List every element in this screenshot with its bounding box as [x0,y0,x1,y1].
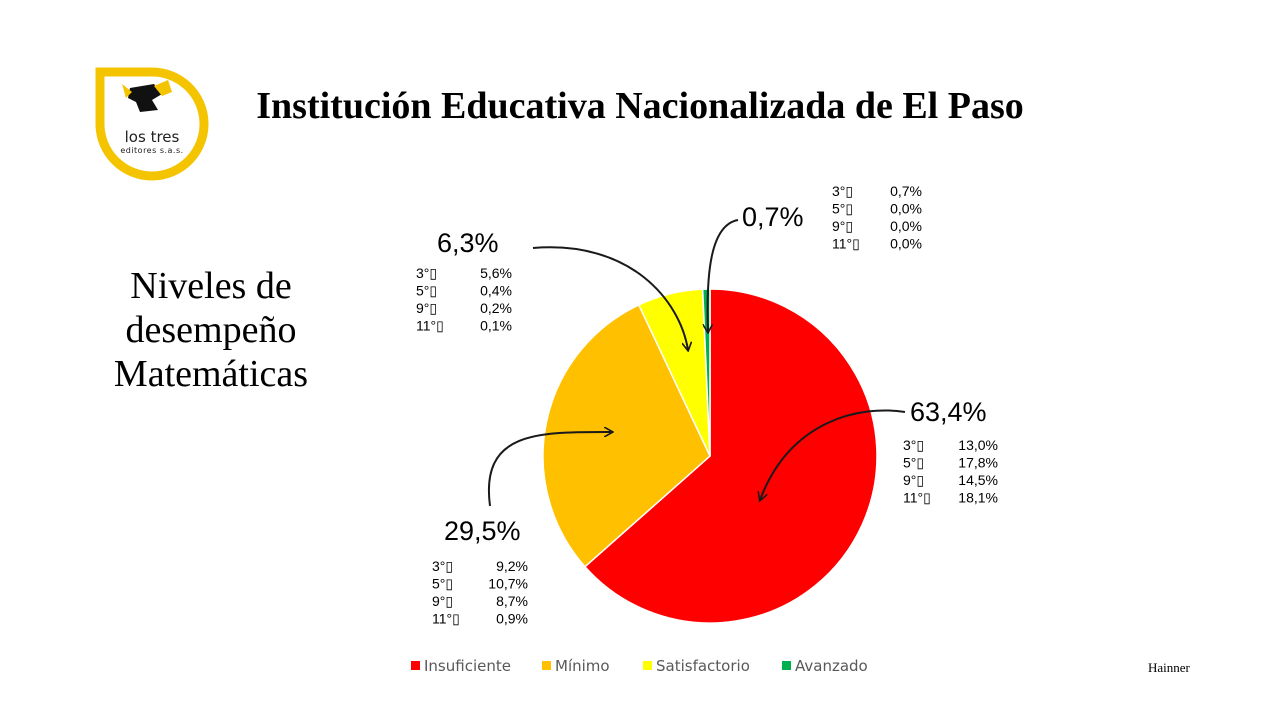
breakdown-grade-avanzado: 9°▯ [832,218,853,234]
slice-label-satisfactorio: 6,3% [437,228,499,258]
breakdown-value-avanzado: 0,0% [890,218,922,234]
legend-swatch-insuficiente [411,661,420,670]
breakdown-value-minimo: 9,2% [496,558,528,574]
breakdown-value-satisfactorio: 0,1% [480,318,512,334]
breakdown-value-satisfactorio: 0,2% [480,300,512,316]
breakdown-grade-insuficiente: 3°▯ [903,437,924,453]
breakdown-value-insuficiente: 14,5% [958,472,998,488]
slice-label-avanzado: 0,7% [742,202,804,232]
breakdown-grade-satisfactorio: 9°▯ [416,300,437,316]
breakdown-grade-minimo: 9°▯ [432,593,453,609]
author-credit: Hainner [1148,660,1190,675]
logo-name: los tres [124,128,180,146]
pie-slice-insuficiente [583,288,878,624]
breakdown-value-avanzado: 0,7% [890,183,922,199]
breakdown-grade-avanzado: 3°▯ [832,183,853,199]
breakdown-grade-minimo: 5°▯ [432,576,453,592]
breakdown-grade-avanzado: 5°▯ [832,201,853,217]
breakdown-grade-insuficiente: 5°▯ [903,455,924,471]
callout-arrow-satisfactorio [532,246,688,350]
breakdown-value-insuficiente: 17,8% [958,455,998,471]
legend-swatch-minimo [542,661,551,670]
callout-arrow-insuficiente [760,409,906,500]
chart-subtitle: Niveles de desempeño Matemáticas [113,265,309,395]
breakdown-value-minimo: 8,7% [496,593,528,609]
callout-arrow-avanzado [708,219,739,332]
breakdown-grade-avanzado: 11°▯ [832,236,860,252]
breakdown-value-satisfactorio: 5,6% [480,265,512,281]
breakdown-grade-satisfactorio: 3°▯ [416,265,437,281]
brand-logo: los tres editores s.a.s. [92,62,212,182]
breakdown-value-satisfactorio: 0,4% [480,283,512,299]
breakdown-value-insuficiente: 13,0% [958,437,998,453]
breakdown-value-minimo: 10,7% [488,576,528,592]
breakdown-value-minimo: 0,9% [496,611,528,627]
page-title: Institución Educativa Nacionalizada de E… [256,85,1024,127]
breakdown-value-avanzado: 0,0% [890,201,922,217]
slice-label-insuficiente: 63,4% [910,397,987,427]
breakdown-grade-minimo: 3°▯ [432,558,453,574]
breakdown-grade-minimo: 11°▯ [432,611,460,627]
legend-label-insuficiente: Insuficiente [424,657,511,675]
logo-tagline: editores s.a.s. [120,146,184,155]
pie-slice-minimo [542,303,711,568]
legend-label-avanzado: Avanzado [795,657,868,675]
breakdown-grade-insuficiente: 11°▯ [903,490,931,506]
legend-label-satisfactorio: Satisfactorio [656,657,750,675]
breakdown-grade-satisfactorio: 5°▯ [416,283,437,299]
legend-swatch-avanzado [782,661,791,670]
breakdown-value-avanzado: 0,0% [890,236,922,252]
callout-arrow-minimo [487,432,612,507]
breakdown-value-insuficiente: 18,1% [958,490,998,506]
slice-label-minimo: 29,5% [444,516,521,546]
logo-emblem [95,67,209,181]
breakdown-grade-satisfactorio: 11°▯ [416,318,444,334]
legend-swatch-satisfactorio [643,661,652,670]
breakdown-grade-insuficiente: 9°▯ [903,472,924,488]
legend-label-minimo: Mínimo [555,657,610,675]
